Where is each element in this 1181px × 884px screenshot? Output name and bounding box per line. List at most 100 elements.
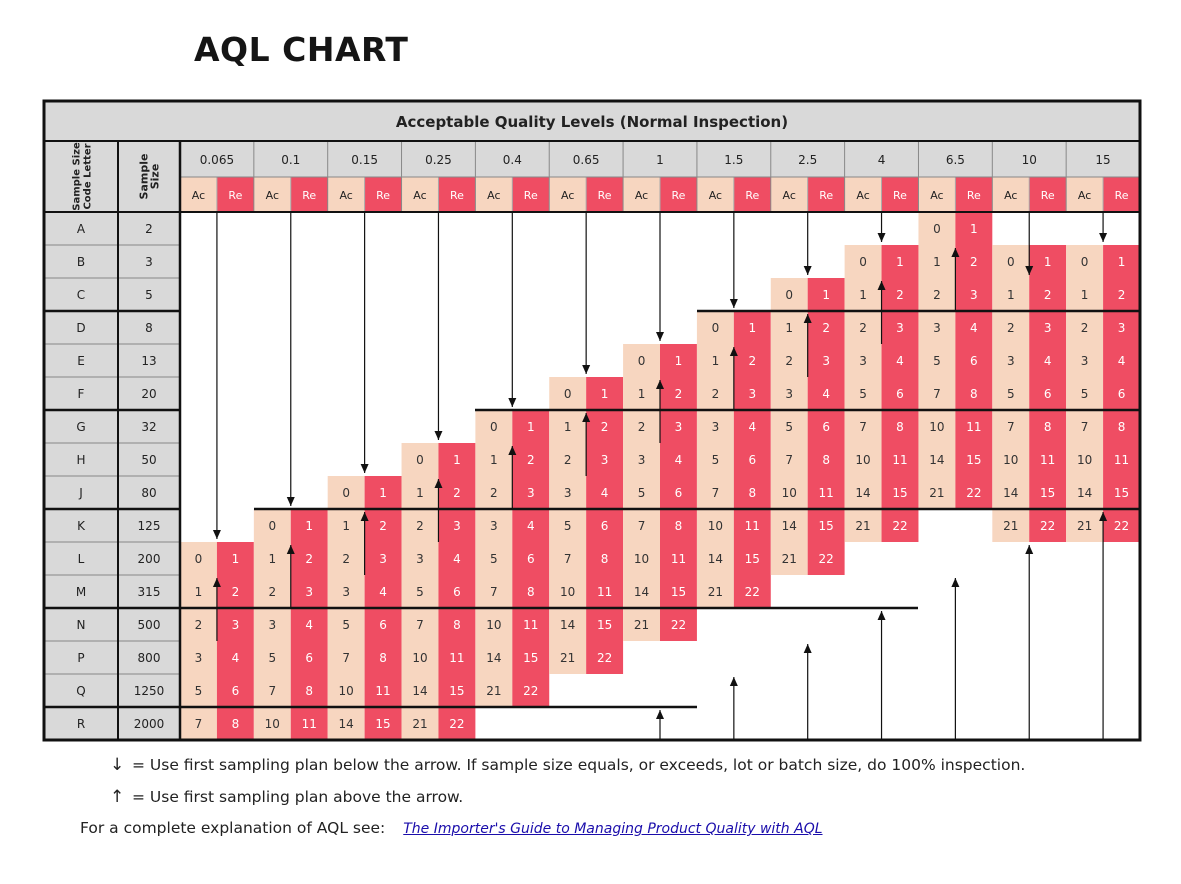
re-value: 6 [601, 519, 609, 533]
code-letter: M [76, 585, 86, 599]
re-cell [955, 212, 993, 245]
ac-cell [549, 575, 587, 608]
down-arrow-icon [434, 431, 443, 440]
ac-value: 1 [1081, 288, 1089, 302]
re-cell [512, 608, 550, 641]
row-header-band [44, 141, 180, 740]
ac-cell [770, 542, 808, 575]
ac-value: 5 [268, 651, 276, 665]
ac-cell [549, 377, 587, 410]
re-cell [438, 509, 476, 542]
ac-cell [623, 410, 660, 443]
re-value: 1 [896, 255, 904, 269]
ac-value: 21 [486, 684, 501, 698]
re-cell [438, 641, 476, 674]
ac-cell [992, 245, 1030, 278]
re-value: 22 [449, 717, 464, 731]
re-cell [438, 674, 476, 707]
re-cell [1103, 410, 1140, 443]
sample-size: 8 [145, 321, 153, 335]
re-value: 4 [527, 519, 535, 533]
re-value: 6 [748, 453, 756, 467]
re-value: 8 [379, 651, 387, 665]
re-value: 6 [232, 684, 240, 698]
re-value: 11 [819, 486, 834, 500]
ac-value: 0 [195, 552, 203, 566]
re-cell [512, 410, 550, 443]
ac-cell [918, 410, 956, 443]
re-value: 2 [896, 288, 904, 302]
re-value: 1 [453, 453, 461, 467]
ac-header-label: Ac [635, 189, 648, 202]
ac-value: 0 [785, 288, 793, 302]
ac-value: 2 [859, 321, 867, 335]
ac-value: 3 [342, 585, 350, 599]
re-value: 22 [745, 585, 760, 599]
up-arrow-icon [951, 578, 960, 587]
ac-value: 14 [634, 585, 649, 599]
ac-header-cell [549, 177, 587, 212]
re-value: 22 [671, 618, 686, 632]
ac-cell [992, 377, 1030, 410]
ac-cell [253, 608, 291, 641]
ac-header-label: Ac [1004, 189, 1017, 202]
re-header-cell [1103, 177, 1140, 212]
ac-cell [623, 476, 660, 509]
re-value: 8 [527, 585, 535, 599]
up-arrow-icon [434, 479, 443, 488]
re-cell [955, 311, 993, 344]
re-value: 3 [1044, 321, 1052, 335]
re-cell [881, 311, 919, 344]
ac-cell [475, 608, 513, 641]
re-cell [1103, 278, 1140, 311]
ac-cell [401, 674, 439, 707]
re-value: 2 [305, 552, 313, 566]
re-value: 4 [305, 618, 313, 632]
ac-value: 7 [1081, 420, 1089, 434]
ac-value: 2 [268, 585, 276, 599]
re-cell [955, 476, 993, 509]
ac-header-label: Ac [1078, 189, 1091, 202]
ac-cell [475, 410, 513, 443]
re-value: 22 [966, 486, 981, 500]
re-value: 15 [671, 585, 686, 599]
ac-cell [253, 575, 291, 608]
re-value: 8 [675, 519, 683, 533]
ac-value: 21 [855, 519, 870, 533]
header-line: Code Letter [83, 143, 94, 209]
re-header-label: Re [893, 189, 907, 202]
ac-cell [696, 311, 734, 344]
re-cell [881, 344, 919, 377]
re-value: 15 [892, 486, 907, 500]
ac-cell [992, 278, 1030, 311]
ac-cell [475, 509, 513, 542]
re-value: 4 [970, 321, 978, 335]
re-cell [216, 608, 254, 641]
ac-value: 14 [1003, 486, 1018, 500]
re-cell [512, 509, 550, 542]
ac-cell [549, 608, 587, 641]
re-cell [733, 410, 771, 443]
ac-value: 3 [638, 453, 646, 467]
re-header-cell [586, 177, 624, 212]
re-header-cell [807, 177, 845, 212]
re-header-cell [733, 177, 771, 212]
re-value: 8 [232, 717, 240, 731]
ac-value: 1 [785, 321, 793, 335]
ac-value: 2 [342, 552, 350, 566]
ac-cell [696, 476, 734, 509]
ac-value: 2 [933, 288, 941, 302]
ac-value: 14 [1077, 486, 1092, 500]
reference-link[interactable]: The Importer's Guide to Managing Product… [403, 821, 823, 837]
down-arrow-icon [1025, 266, 1034, 275]
re-cell [364, 542, 402, 575]
ac-cell [918, 278, 956, 311]
re-cell [586, 641, 624, 674]
re-value: 15 [597, 618, 612, 632]
ac-cell [918, 245, 956, 278]
re-value: 4 [1044, 354, 1052, 368]
re-value: 8 [305, 684, 313, 698]
up-arrow-icon [360, 512, 369, 521]
code-letter: N [77, 618, 86, 632]
ac-cell [180, 707, 217, 740]
